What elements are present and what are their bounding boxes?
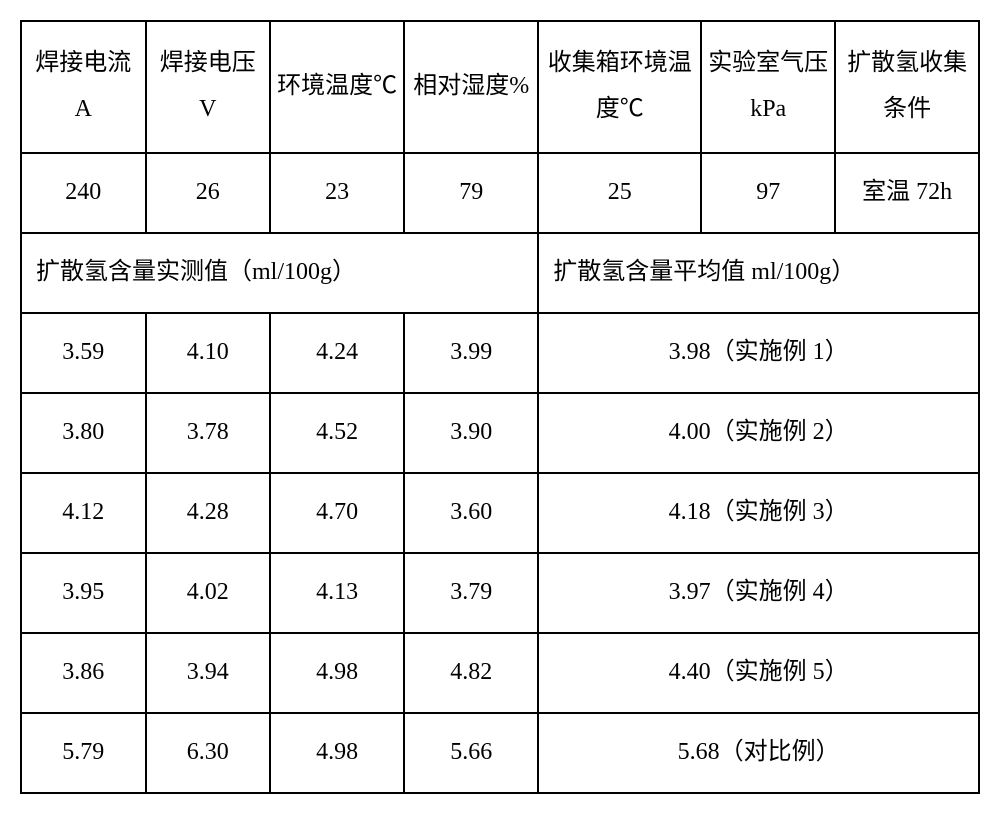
value-cell: 4.70 xyxy=(270,473,404,553)
header-row: 焊接电流 A 焊接电压 V 环境温度℃ 相对湿度% 收集箱环境温度℃ 实验室气压… xyxy=(21,21,979,153)
param-cell: 室温 72h xyxy=(835,153,979,233)
avg-cell: 4.40（实施例 5） xyxy=(538,633,979,713)
table-row: 5.79 6.30 4.98 5.66 5.68（对比例） xyxy=(21,713,979,793)
param-cell: 23 xyxy=(270,153,404,233)
param-cell: 240 xyxy=(21,153,146,233)
value-cell: 4.10 xyxy=(146,313,271,393)
subheader-right: 扩散氢含量平均值 ml/100g） xyxy=(538,233,979,313)
value-cell: 5.66 xyxy=(404,713,538,793)
value-cell: 3.90 xyxy=(404,393,538,473)
data-table: 焊接电流 A 焊接电压 V 环境温度℃ 相对湿度% 收集箱环境温度℃ 实验室气压… xyxy=(20,20,980,794)
avg-cell: 4.18（实施例 3） xyxy=(538,473,979,553)
header-cell: 相对湿度% xyxy=(404,21,538,153)
subheader-row: 扩散氢含量实测值（ml/100g） 扩散氢含量平均值 ml/100g） xyxy=(21,233,979,313)
param-cell: 26 xyxy=(146,153,271,233)
value-cell: 3.78 xyxy=(146,393,271,473)
value-cell: 5.79 xyxy=(21,713,146,793)
value-cell: 4.24 xyxy=(270,313,404,393)
param-cell: 97 xyxy=(701,153,835,233)
header-cell: 环境温度℃ xyxy=(270,21,404,153)
value-cell: 4.28 xyxy=(146,473,271,553)
avg-cell: 3.97（实施例 4） xyxy=(538,553,979,633)
value-cell: 4.12 xyxy=(21,473,146,553)
value-cell: 3.86 xyxy=(21,633,146,713)
table-row: 3.95 4.02 4.13 3.79 3.97（实施例 4） xyxy=(21,553,979,633)
value-cell: 4.52 xyxy=(270,393,404,473)
value-cell: 4.98 xyxy=(270,713,404,793)
header-cell: 焊接电压 V xyxy=(146,21,271,153)
value-cell: 4.98 xyxy=(270,633,404,713)
value-cell: 3.95 xyxy=(21,553,146,633)
table-row: 3.59 4.10 4.24 3.99 3.98（实施例 1） xyxy=(21,313,979,393)
subheader-left: 扩散氢含量实测值（ml/100g） xyxy=(21,233,538,313)
header-cell: 焊接电流 A xyxy=(21,21,146,153)
value-cell: 3.79 xyxy=(404,553,538,633)
header-cell: 实验室气压 kPa xyxy=(701,21,835,153)
param-cell: 25 xyxy=(538,153,701,233)
table-row: 3.86 3.94 4.98 4.82 4.40（实施例 5） xyxy=(21,633,979,713)
table-row: 3.80 3.78 4.52 3.90 4.00（实施例 2） xyxy=(21,393,979,473)
header-cell: 扩散氢收集条件 xyxy=(835,21,979,153)
avg-cell: 4.00（实施例 2） xyxy=(538,393,979,473)
table-row: 4.12 4.28 4.70 3.60 4.18（实施例 3） xyxy=(21,473,979,553)
param-cell: 79 xyxy=(404,153,538,233)
value-cell: 4.82 xyxy=(404,633,538,713)
value-cell: 3.94 xyxy=(146,633,271,713)
value-cell: 4.13 xyxy=(270,553,404,633)
value-cell: 3.99 xyxy=(404,313,538,393)
value-cell: 6.30 xyxy=(146,713,271,793)
avg-cell: 3.98（实施例 1） xyxy=(538,313,979,393)
param-row: 240 26 23 79 25 97 室温 72h xyxy=(21,153,979,233)
value-cell: 3.80 xyxy=(21,393,146,473)
header-cell: 收集箱环境温度℃ xyxy=(538,21,701,153)
value-cell: 3.60 xyxy=(404,473,538,553)
value-cell: 4.02 xyxy=(146,553,271,633)
value-cell: 3.59 xyxy=(21,313,146,393)
avg-cell: 5.68（对比例） xyxy=(538,713,979,793)
